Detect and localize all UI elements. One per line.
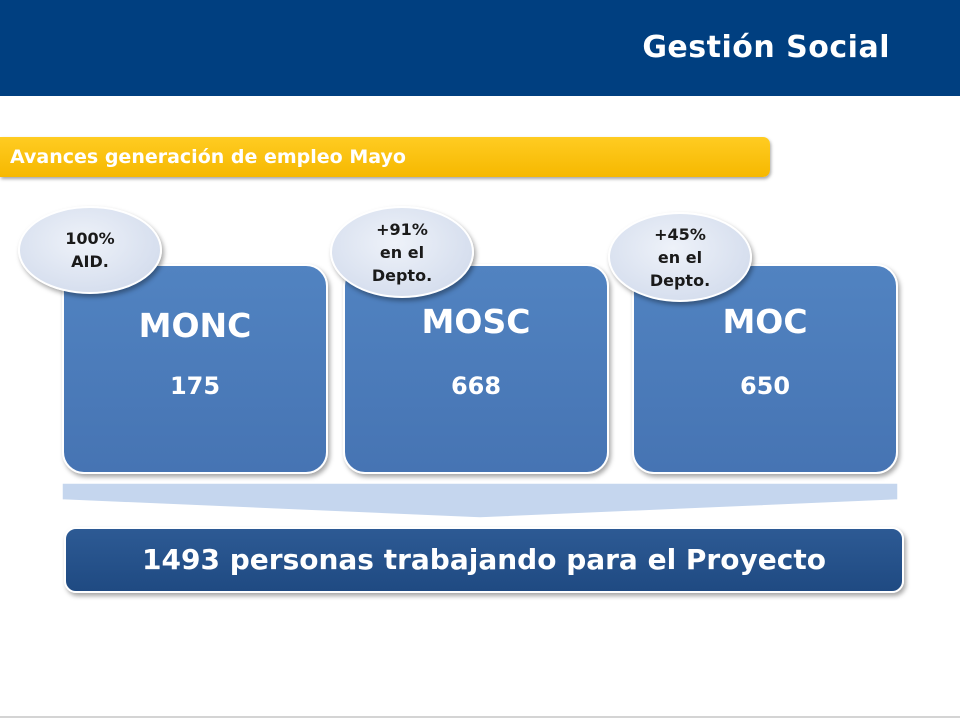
card-mosc: MOSC 668 [343,264,609,474]
page-title: Gestión Social [642,30,890,65]
card-moc: MOC 650 [632,264,898,474]
card-name: MOC [722,302,808,341]
badge-moc: +45% en el Depto. [608,212,752,302]
total-summary-bar: 1493 personas trabajando para el Proyect… [64,527,904,593]
badge-mosc: +91% en el Depto. [330,206,474,298]
badge-monc: 100% AID. [18,206,162,294]
card-value: 668 [450,372,502,400]
card-name: MOSC [421,302,531,341]
card-name: MONC [138,306,252,345]
header-bar: Gestión Social [0,0,960,96]
section-banner: Avances generación de empleo Mayo [0,137,770,177]
converge-arrow [61,482,899,519]
footer-divider [0,716,960,718]
section-banner-label: Avances generación de empleo Mayo [10,146,406,168]
card-value: 175 [169,372,221,400]
card-value: 650 [739,372,791,400]
card-monc: MONC 175 [62,264,328,474]
